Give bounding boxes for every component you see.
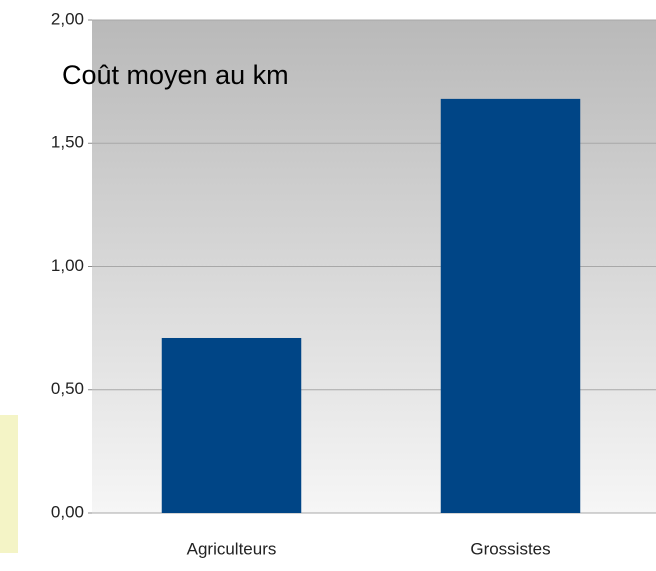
y-tick-label: 1,00 (51, 256, 84, 275)
y-tick-label: 2,00 (51, 9, 84, 28)
y-tick-label: 0,50 (51, 379, 84, 398)
x-tick-label: Agriculteurs (187, 539, 277, 558)
y-tick-label: 0,00 (51, 502, 84, 521)
bar (440, 98, 581, 513)
bar (161, 337, 302, 513)
y-tick-label: 1,50 (51, 133, 84, 152)
side-strip (0, 415, 18, 553)
chart-title: Coût moyen au km (62, 60, 289, 90)
x-tick-label: Grossistes (470, 539, 550, 558)
